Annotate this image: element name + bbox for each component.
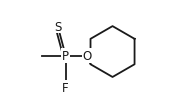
Text: F: F — [62, 81, 69, 94]
Text: P: P — [62, 50, 69, 62]
Text: S: S — [54, 20, 61, 33]
Text: O: O — [83, 50, 92, 62]
